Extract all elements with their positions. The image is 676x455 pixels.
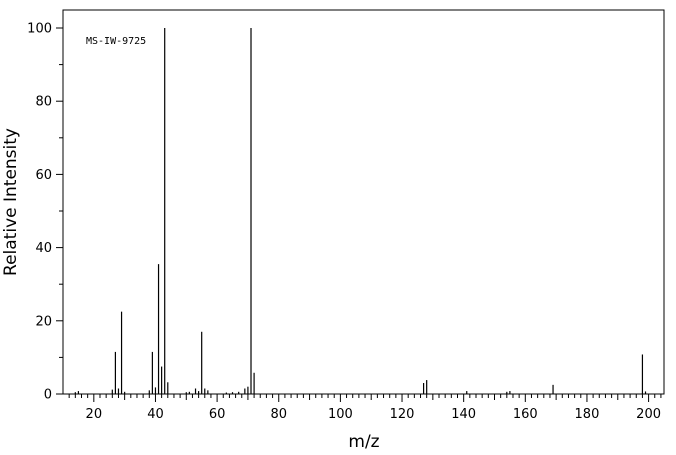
x-tick-label: 140 [451, 407, 476, 422]
peak-bars [74, 28, 647, 394]
x-axis-ticks: 20 40 60 80 100 120 140 160 180 200 [68, 394, 662, 422]
x-tick-label: 200 [636, 407, 661, 422]
spectrum-id-annotation: MS-IW-9725 [86, 36, 146, 47]
y-tick-label: 0 [44, 388, 52, 403]
x-tick-label: 80 [270, 407, 287, 422]
x-tick-label: 120 [390, 407, 415, 422]
x-tick-label: 20 [86, 407, 103, 422]
y-axis-ticks: 0 20 40 60 80 100 [27, 22, 63, 403]
plot-frame [62, 9, 665, 395]
y-tick-label: 100 [27, 22, 52, 37]
y-tick-label: 20 [35, 314, 52, 329]
x-tick-label: 100 [328, 407, 353, 422]
y-tick-label: 40 [35, 241, 52, 256]
y-tick-label: 60 [35, 168, 52, 183]
x-tick-label: 40 [147, 407, 164, 422]
x-tick-label: 180 [575, 407, 600, 422]
x-tick-label: 160 [513, 407, 538, 422]
x-tick-label: 60 [209, 407, 226, 422]
y-axis-title: Relative Intensity [1, 128, 21, 276]
y-tick-label: 80 [35, 95, 52, 110]
x-axis-title: m/z [348, 432, 379, 452]
